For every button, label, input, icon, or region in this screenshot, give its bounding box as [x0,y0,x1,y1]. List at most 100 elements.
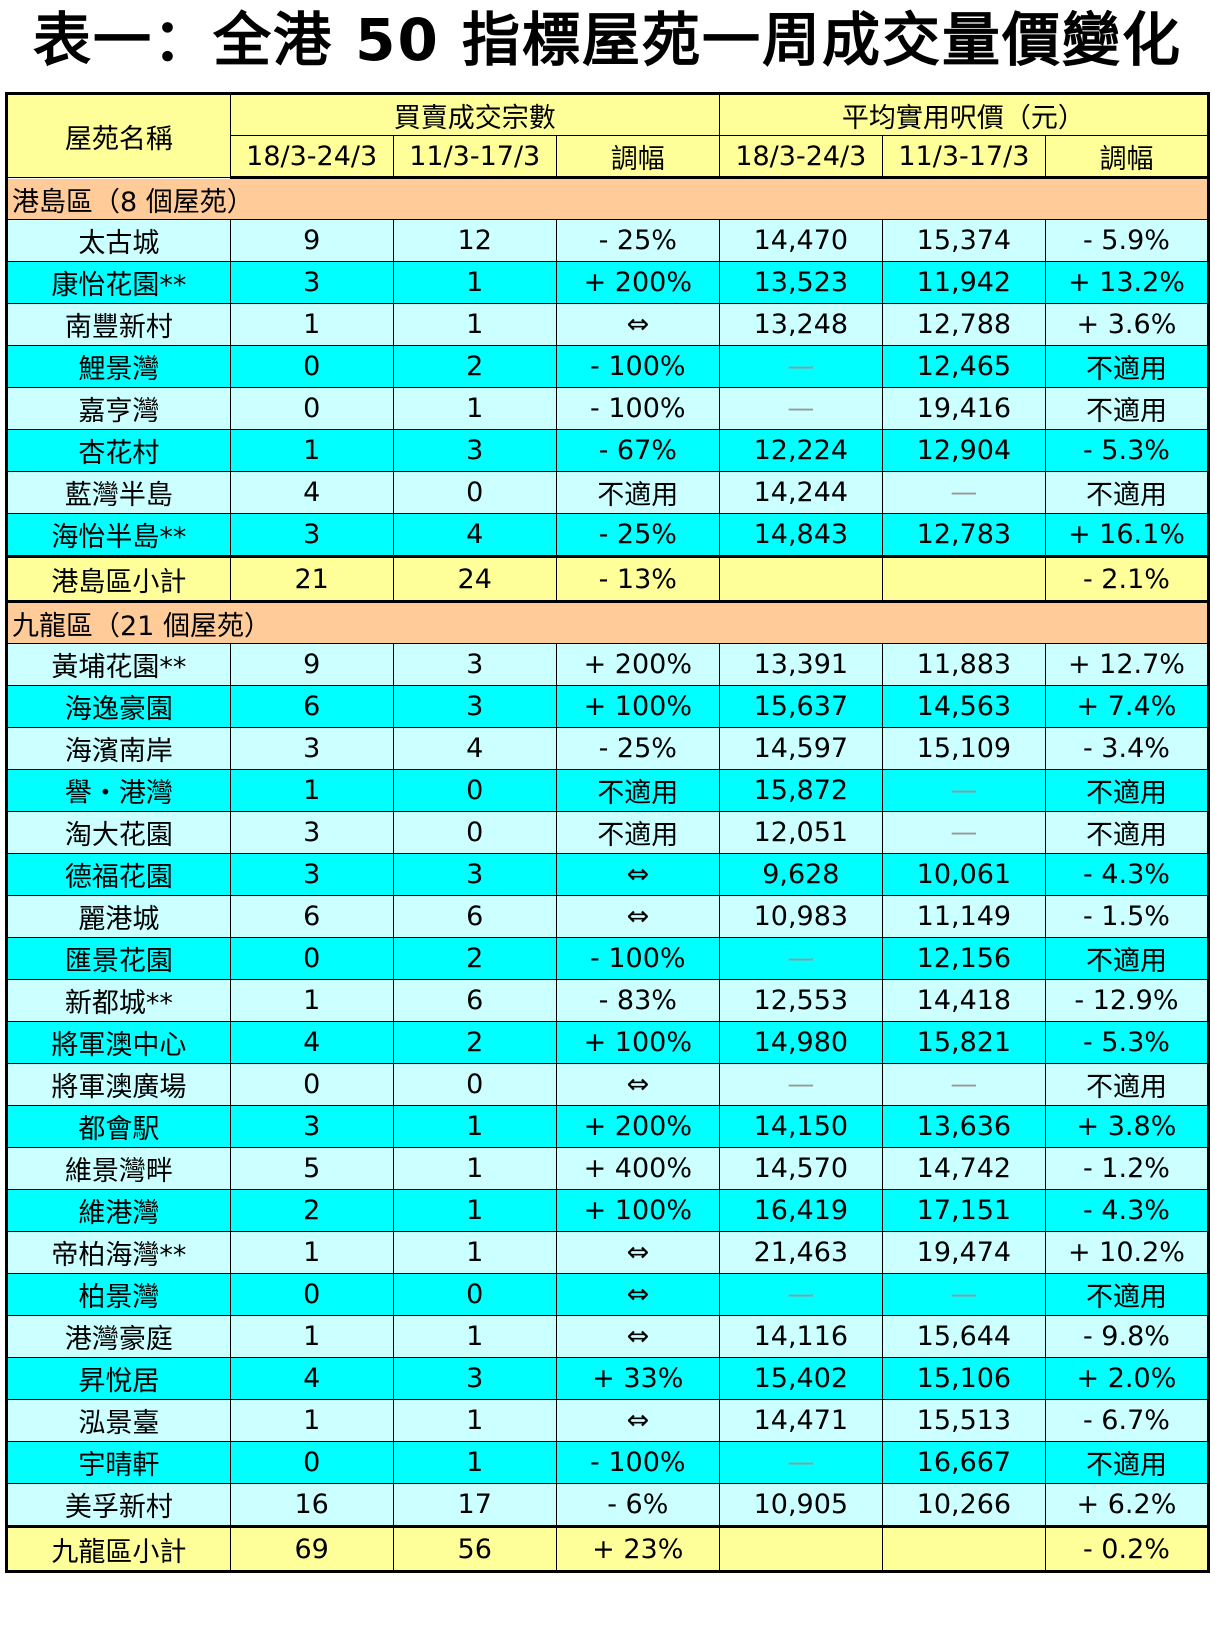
volume-previous-cell: 3 [392,853,557,896]
subtotal-volume-previous-cell: 56 [392,1525,557,1573]
volume-previous-cell: 6 [392,895,557,938]
price-change-cell: - 9.8% [1044,1315,1210,1358]
price-change-cell: 不適用 [1044,387,1210,430]
subtotal-price-current-cell [718,1525,883,1573]
estate-name-cell: 藍灣半島 [6,471,231,514]
price-current-cell: 10,983 [718,895,883,938]
table-row: 太古城 9 12- 25% 14,470 15,374- 5.9% [6,219,1210,262]
price-change-cell: 不適用 [1044,471,1210,514]
estate-name-cell: 海逸豪園 [6,685,231,728]
estate-name-cell: 鯉景灣 [6,345,231,388]
table-row: 嘉亨灣 0 1- 100% —19,416 不適用 [6,387,1210,430]
subtotal-price-change-cell: - 0.2% [1044,1525,1210,1573]
estate-name-cell: 帝柏海灣** [6,1231,231,1274]
header-volume-current: 18/3-24/3 [229,135,394,179]
price-previous-cell: — [881,811,1046,854]
estate-name-cell: 南豐新村 [6,303,231,346]
price-previous-cell: 12,783 [881,513,1046,557]
volume-previous-cell: 2 [392,1021,557,1064]
estate-name-cell: 匯景花園 [6,937,231,980]
price-current-cell: — [718,387,883,430]
price-previous-cell: 15,374 [881,219,1046,262]
price-current-cell: 10,905 [718,1483,883,1527]
price-current-cell: 13,248 [718,303,883,346]
estate-name-cell: 譽・港灣 [6,769,231,812]
price-previous-cell: 13,636 [881,1105,1046,1148]
volume-change-cell: - 100% [555,345,720,388]
estate-name-cell: 海濱南岸 [6,727,231,770]
volume-current-cell: 4 [229,1021,394,1064]
price-change-cell: + 6.2% [1044,1483,1210,1527]
price-current-cell: 13,391 [718,643,883,686]
price-change-cell: + 2.0% [1044,1357,1210,1400]
table-row: 杏花村 1 3- 67% 12,224 12,904- 5.3% [6,429,1210,472]
volume-change-cell: - 67% [555,429,720,472]
volume-previous-cell: 1 [392,261,557,304]
subtotal-price-current-cell [718,555,883,603]
estate-name-cell: 港灣豪庭 [6,1315,231,1358]
volume-current-cell: 3 [229,811,394,854]
volume-previous-cell: 1 [392,1441,557,1484]
price-previous-cell: 15,106 [881,1357,1046,1400]
price-current-cell: 12,224 [718,429,883,472]
volume-change-cell: + 200% [555,1105,720,1148]
subtotal-volume-current-cell: 21 [229,555,394,603]
table-row: 匯景花園 0 2- 100% —12,156 不適用 [6,937,1210,980]
volume-change-cell: 不適用 [555,471,720,514]
table-row: 帝柏海灣** 1 1 ⇔ 21,463 19,474 + 10.2% [6,1231,1210,1274]
price-previous-cell: — [881,471,1046,514]
price-current-cell: 14,150 [718,1105,883,1148]
price-current-cell: 9,628 [718,853,883,896]
price-previous-cell: 12,788 [881,303,1046,346]
header-price-previous: 11/3-17/3 [881,135,1046,179]
region-header-row: 九龍區（21 個屋苑） [6,601,1209,644]
volume-change-cell: ⇔ [555,303,720,346]
volume-change-cell: ⇔ [555,895,720,938]
price-current-cell: — [718,345,883,388]
volume-current-cell: 1 [229,1399,394,1442]
volume-previous-cell: 1 [392,1147,557,1190]
estate-name-cell: 淘大花園 [6,811,231,854]
estate-name-cell: 維港灣 [6,1189,231,1232]
table-row: 南豐新村 1 1 ⇔ 13,248 12,788 + 3.6% [6,303,1210,346]
volume-change-cell: 不適用 [555,769,720,812]
subtotal-estate-name-cell: 港島區小計 [6,555,231,603]
header-price-group: 平均實用呎價（元） [718,93,1210,136]
table-row: 新都城** 1 6- 83% 12,553 14,418- 12.9% [6,979,1210,1022]
estate-name-cell: 都會駅 [6,1105,231,1148]
price-current-cell: 14,570 [718,1147,883,1190]
estate-name-cell: 海怡半島** [6,513,231,557]
subtotal-volume-current-cell: 69 [229,1525,394,1573]
price-previous-cell: — [881,769,1046,812]
region-name: 九龍區（21 個屋苑） [6,601,1209,644]
price-current-cell: — [718,937,883,980]
volume-previous-cell: 1 [392,387,557,430]
volume-current-cell: 0 [229,1441,394,1484]
volume-current-cell: 0 [229,1273,394,1316]
price-change-cell: + 3.6% [1044,303,1210,346]
subtotal-volume-change-cell: - 13% [555,555,720,603]
volume-change-cell: ⇔ [555,1315,720,1358]
price-previous-cell: 12,904 [881,429,1046,472]
price-previous-cell: — [881,1273,1046,1316]
price-change-cell: - 4.3% [1044,853,1210,896]
volume-current-cell: 1 [229,979,394,1022]
header-volume-group: 買賣成交宗數 [229,93,720,136]
table-row: 將軍澳廣場 0 0 ⇔ — — 不適用 [6,1063,1210,1106]
volume-current-cell: 0 [229,387,394,430]
price-change-cell: - 12.9% [1044,979,1210,1022]
price-current-cell: 15,872 [718,769,883,812]
volume-change-cell: - 83% [555,979,720,1022]
price-current-cell: — [718,1441,883,1484]
estate-name-cell: 美孚新村 [6,1483,231,1527]
price-current-cell: 15,637 [718,685,883,728]
price-change-cell: + 10.2% [1044,1231,1210,1274]
volume-previous-cell: 3 [392,685,557,728]
estate-name-cell: 宇晴軒 [6,1441,231,1484]
volume-change-cell: 不適用 [555,811,720,854]
volume-current-cell: 1 [229,1231,394,1274]
volume-previous-cell: 3 [392,643,557,686]
estate-name-cell: 柏景灣 [6,1273,231,1316]
price-change-cell: - 6.7% [1044,1399,1210,1442]
estate-name-cell: 新都城** [6,979,231,1022]
